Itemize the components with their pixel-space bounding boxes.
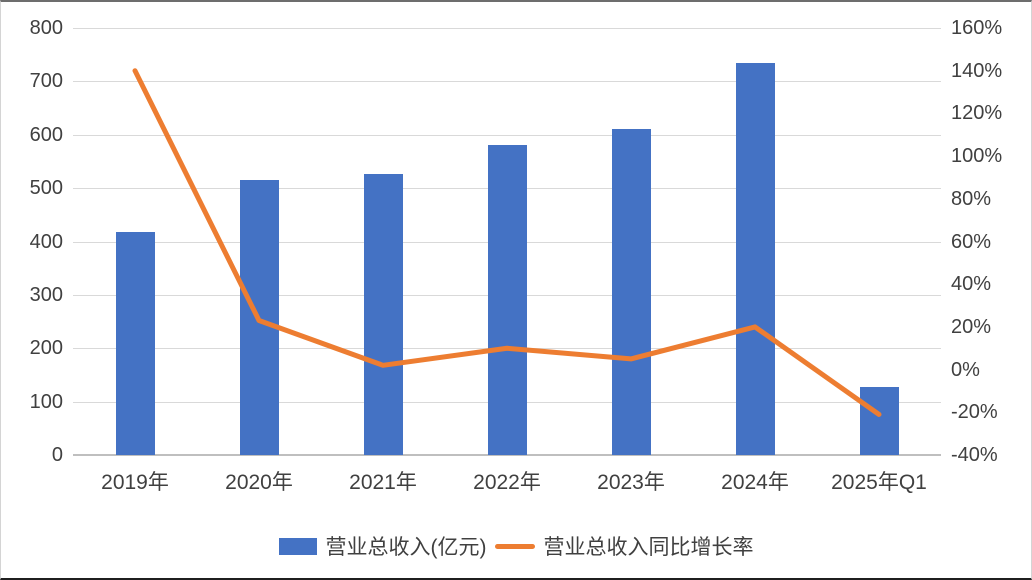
y-right-tick-label: 20% <box>951 315 992 338</box>
revenue-bar <box>611 128 651 455</box>
gridline <box>73 28 941 29</box>
revenue-bar <box>363 174 403 455</box>
y-right-tick-label: 80% <box>951 187 992 210</box>
bar-series-swatch-icon <box>278 537 317 555</box>
y-right-tick-label: 140% <box>951 59 1003 82</box>
gridline <box>73 81 941 83</box>
revenue-bar <box>487 145 527 455</box>
y-left-tick-label: 700 <box>29 70 63 93</box>
line-series-swatch-icon <box>494 543 535 549</box>
y-right-tick-label: 100% <box>951 145 1003 168</box>
y-right-tick-label: 0% <box>951 358 980 381</box>
legend-item-growth: 营业总收入同比增长率 <box>494 531 754 561</box>
y-right-tick-label: 60% <box>951 230 992 253</box>
x-axis-line <box>73 454 941 456</box>
y-left-tick-label: 400 <box>29 230 63 253</box>
x-axis-category-label: 2024年 <box>721 471 789 494</box>
legend-label-growth: 营业总收入同比增长率 <box>543 536 754 559</box>
legend: 营业总收入(亿元) 营业总收入同比增长率 <box>1 533 1031 559</box>
x-axis-category-label: 2022年 <box>473 471 541 494</box>
y-left-tick-label: 800 <box>29 17 63 39</box>
y-right-tick-label: 160% <box>951 17 1003 39</box>
y-right-tick-label: 120% <box>951 102 1003 125</box>
gridline <box>73 134 941 136</box>
legend-item-revenue: 营业总收入(亿元) <box>278 531 487 561</box>
y-left-tick-label: 600 <box>29 123 63 146</box>
x-axis-category-label: 2019年 <box>101 471 169 494</box>
y-left-tick-label: 100 <box>29 390 63 413</box>
revenue-bar <box>239 179 279 455</box>
x-axis-category-label: 2023年 <box>597 471 665 494</box>
x-axis-category-label: 2021年 <box>349 471 417 494</box>
y-left-tick-label: 0 <box>51 444 63 466</box>
y-right-tick-label: -40% <box>951 444 998 466</box>
y-right-tick-label: -20% <box>951 401 998 424</box>
revenue-bar <box>735 62 775 455</box>
legend-label-revenue: 营业总收入(亿元) <box>325 536 487 559</box>
revenue-bar <box>859 386 899 455</box>
y-left-tick-label: 500 <box>29 177 63 200</box>
x-axis-category-label: 2020年 <box>225 471 293 494</box>
y-left-tick-label: 300 <box>29 283 63 306</box>
revenue-bar <box>115 232 155 455</box>
y-right-tick-label: 40% <box>951 273 992 296</box>
x-axis-category-label: 2025年Q1 <box>831 471 927 494</box>
y-left-tick-label: 200 <box>29 337 63 360</box>
